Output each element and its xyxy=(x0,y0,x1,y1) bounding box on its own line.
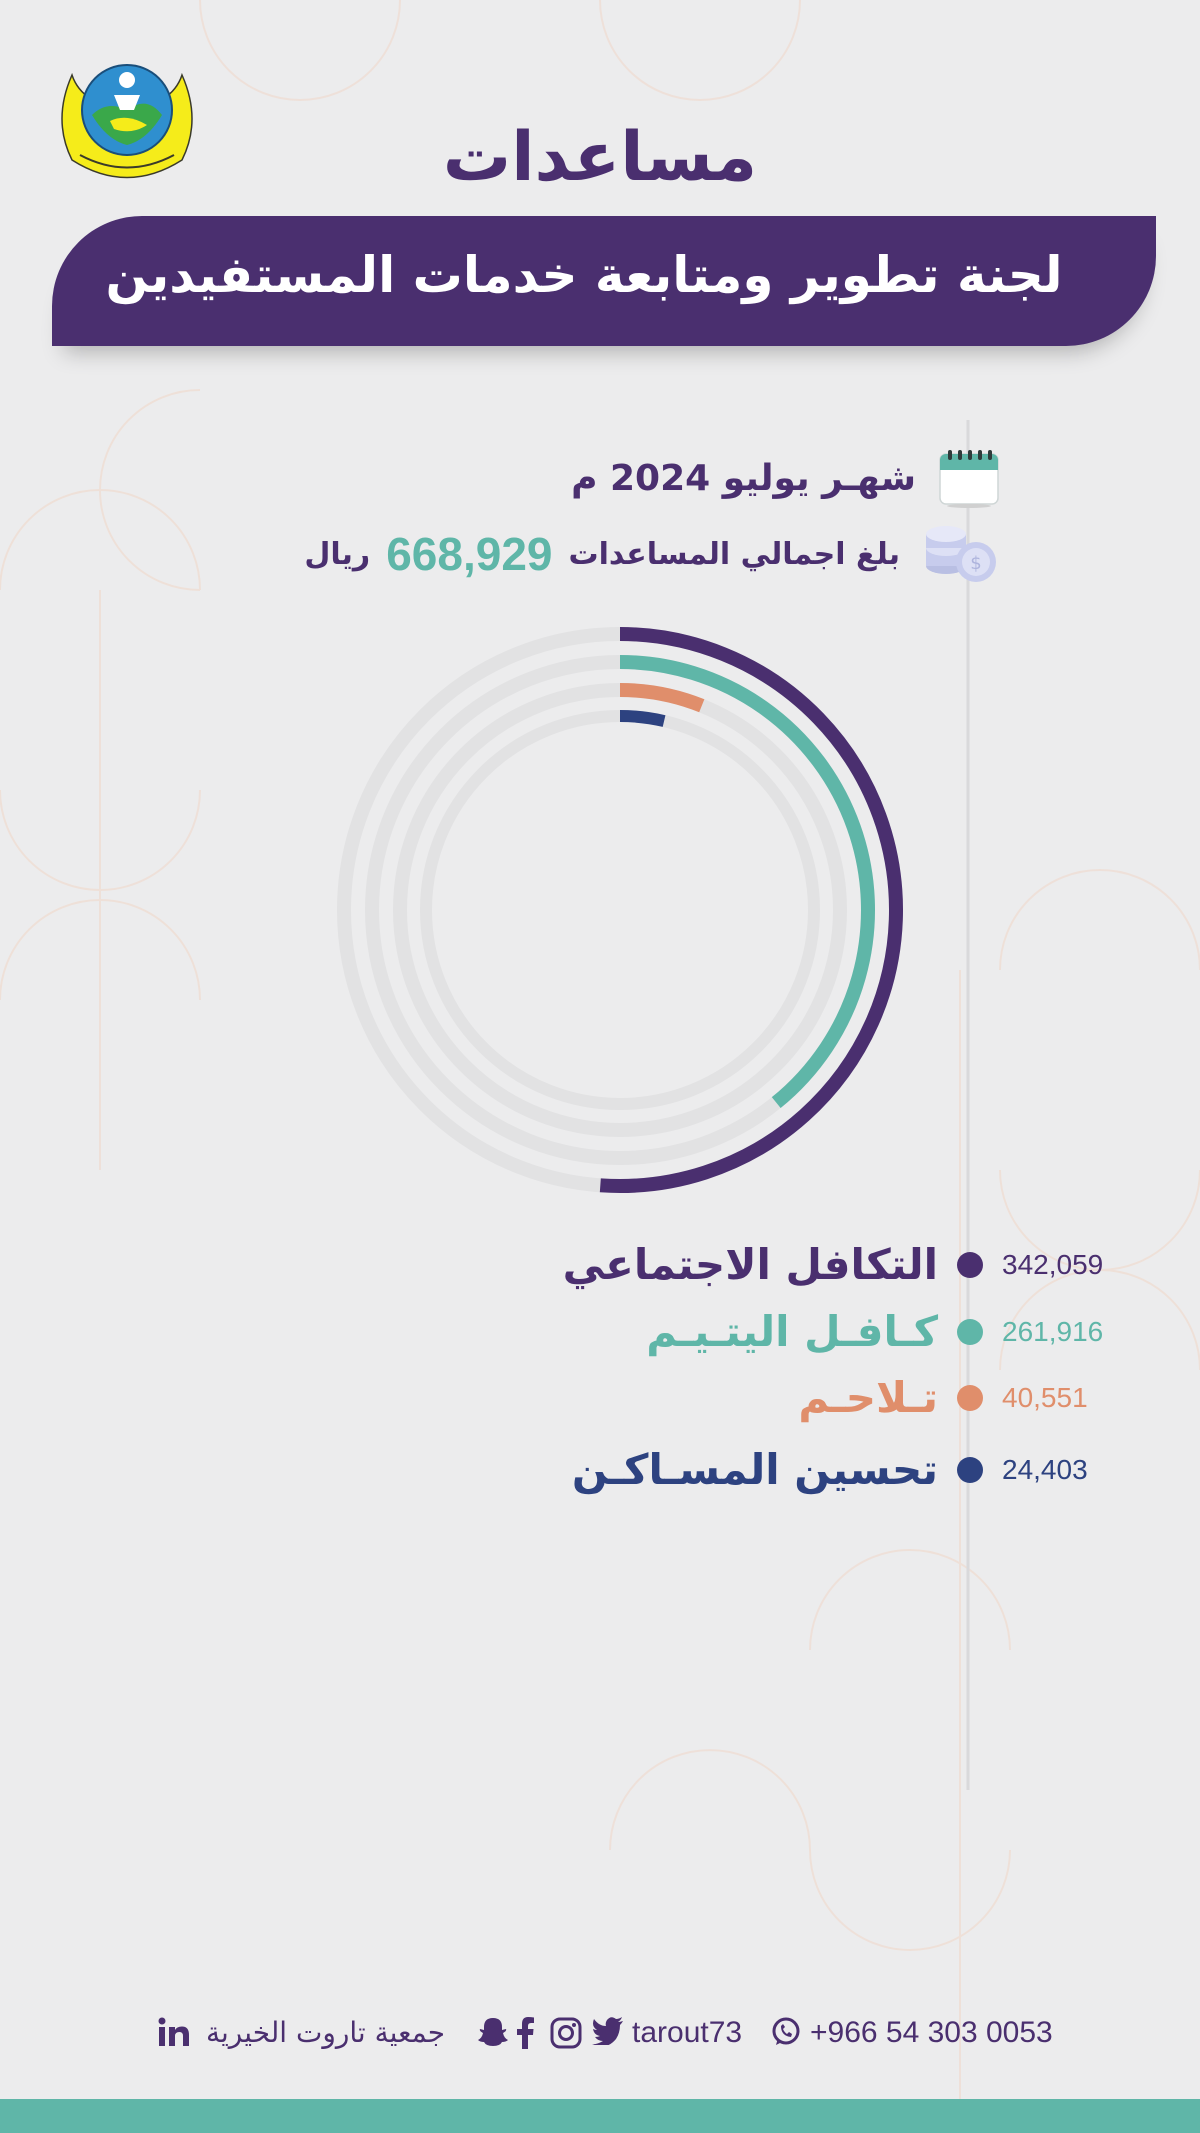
legend-label: التكافل الاجتماعي xyxy=(562,1240,938,1289)
snapchat-icon[interactable] xyxy=(478,2017,508,2047)
total-row: $ بلغ اجمالي المساعدات 668,929 ريال xyxy=(304,522,1000,586)
month-text: شهـر يوليو 2024 م xyxy=(571,457,916,499)
legend-value: 342,059 xyxy=(1002,1249,1104,1280)
legend-value: 40,551 xyxy=(1002,1382,1088,1413)
legend-item: تـلاحـم 40,551 xyxy=(0,1368,1200,1428)
phone-number[interactable]: +966 54 303 0053 xyxy=(810,2016,1053,2049)
linkedin-icon[interactable] xyxy=(158,2017,190,2047)
coins-icon: $ xyxy=(922,522,1000,586)
bottom-bar xyxy=(0,2099,1200,2133)
committee-banner: لجنة تطوير ومتابعة خدمات المستفيدين xyxy=(52,216,1156,346)
legend-dot xyxy=(957,1319,983,1345)
twitter-icon[interactable] xyxy=(592,2017,624,2045)
legend-item: التكافل الاجتماعي 342,059 xyxy=(0,1235,1200,1295)
instagram-icon[interactable] xyxy=(550,2017,582,2049)
month-row: شهـر يوليو 2024 م xyxy=(571,448,1000,508)
legend-label: كـافـل اليتـيـم xyxy=(646,1307,938,1356)
ring-track-4 xyxy=(420,710,820,1110)
calendar-icon xyxy=(938,448,1000,508)
facebook-icon[interactable] xyxy=(516,2017,534,2049)
charity-logo-icon xyxy=(52,55,202,185)
total-value: 668,929 xyxy=(386,528,553,580)
radial-bar-chart xyxy=(337,627,903,1193)
ring-bar-3 xyxy=(619,683,705,713)
org-name: جمعية تاروت الخيرية xyxy=(206,2016,446,2049)
ring-bar-1 xyxy=(599,627,903,1193)
legend-value: 24,403 xyxy=(1002,1454,1088,1485)
committee-name: لجنة تطوير ومتابعة خدمات المستفيدين xyxy=(105,246,1063,304)
svg-text:$: $ xyxy=(970,553,981,574)
legend-dot xyxy=(957,1252,983,1278)
legend-label: تحسين المسـاكـن xyxy=(571,1445,938,1494)
legend-item: كـافـل اليتـيـم 261,916 xyxy=(0,1302,1200,1362)
social-handle[interactable]: tarout73 xyxy=(632,2016,743,2049)
legend-dot xyxy=(957,1457,983,1483)
whatsapp-icon[interactable] xyxy=(770,2016,802,2048)
legend-dot xyxy=(957,1385,983,1411)
ring-track-3 xyxy=(393,683,847,1137)
ring-bar-4 xyxy=(619,710,666,727)
legend-label: تـلاحـم xyxy=(798,1373,938,1422)
total-label: بلغ اجمالي المساعدات xyxy=(568,536,901,572)
ring-bar-2 xyxy=(619,655,875,1109)
total-unit: ريال xyxy=(304,536,371,572)
legend-value: 261,916 xyxy=(1002,1316,1104,1347)
legend-item: تحسين المسـاكـن 24,403 xyxy=(0,1440,1200,1500)
footer: +966 54 303 0053 tarout73 جمعية تاروت ال… xyxy=(0,2008,1200,2058)
page-title: مساعدات xyxy=(442,118,758,197)
